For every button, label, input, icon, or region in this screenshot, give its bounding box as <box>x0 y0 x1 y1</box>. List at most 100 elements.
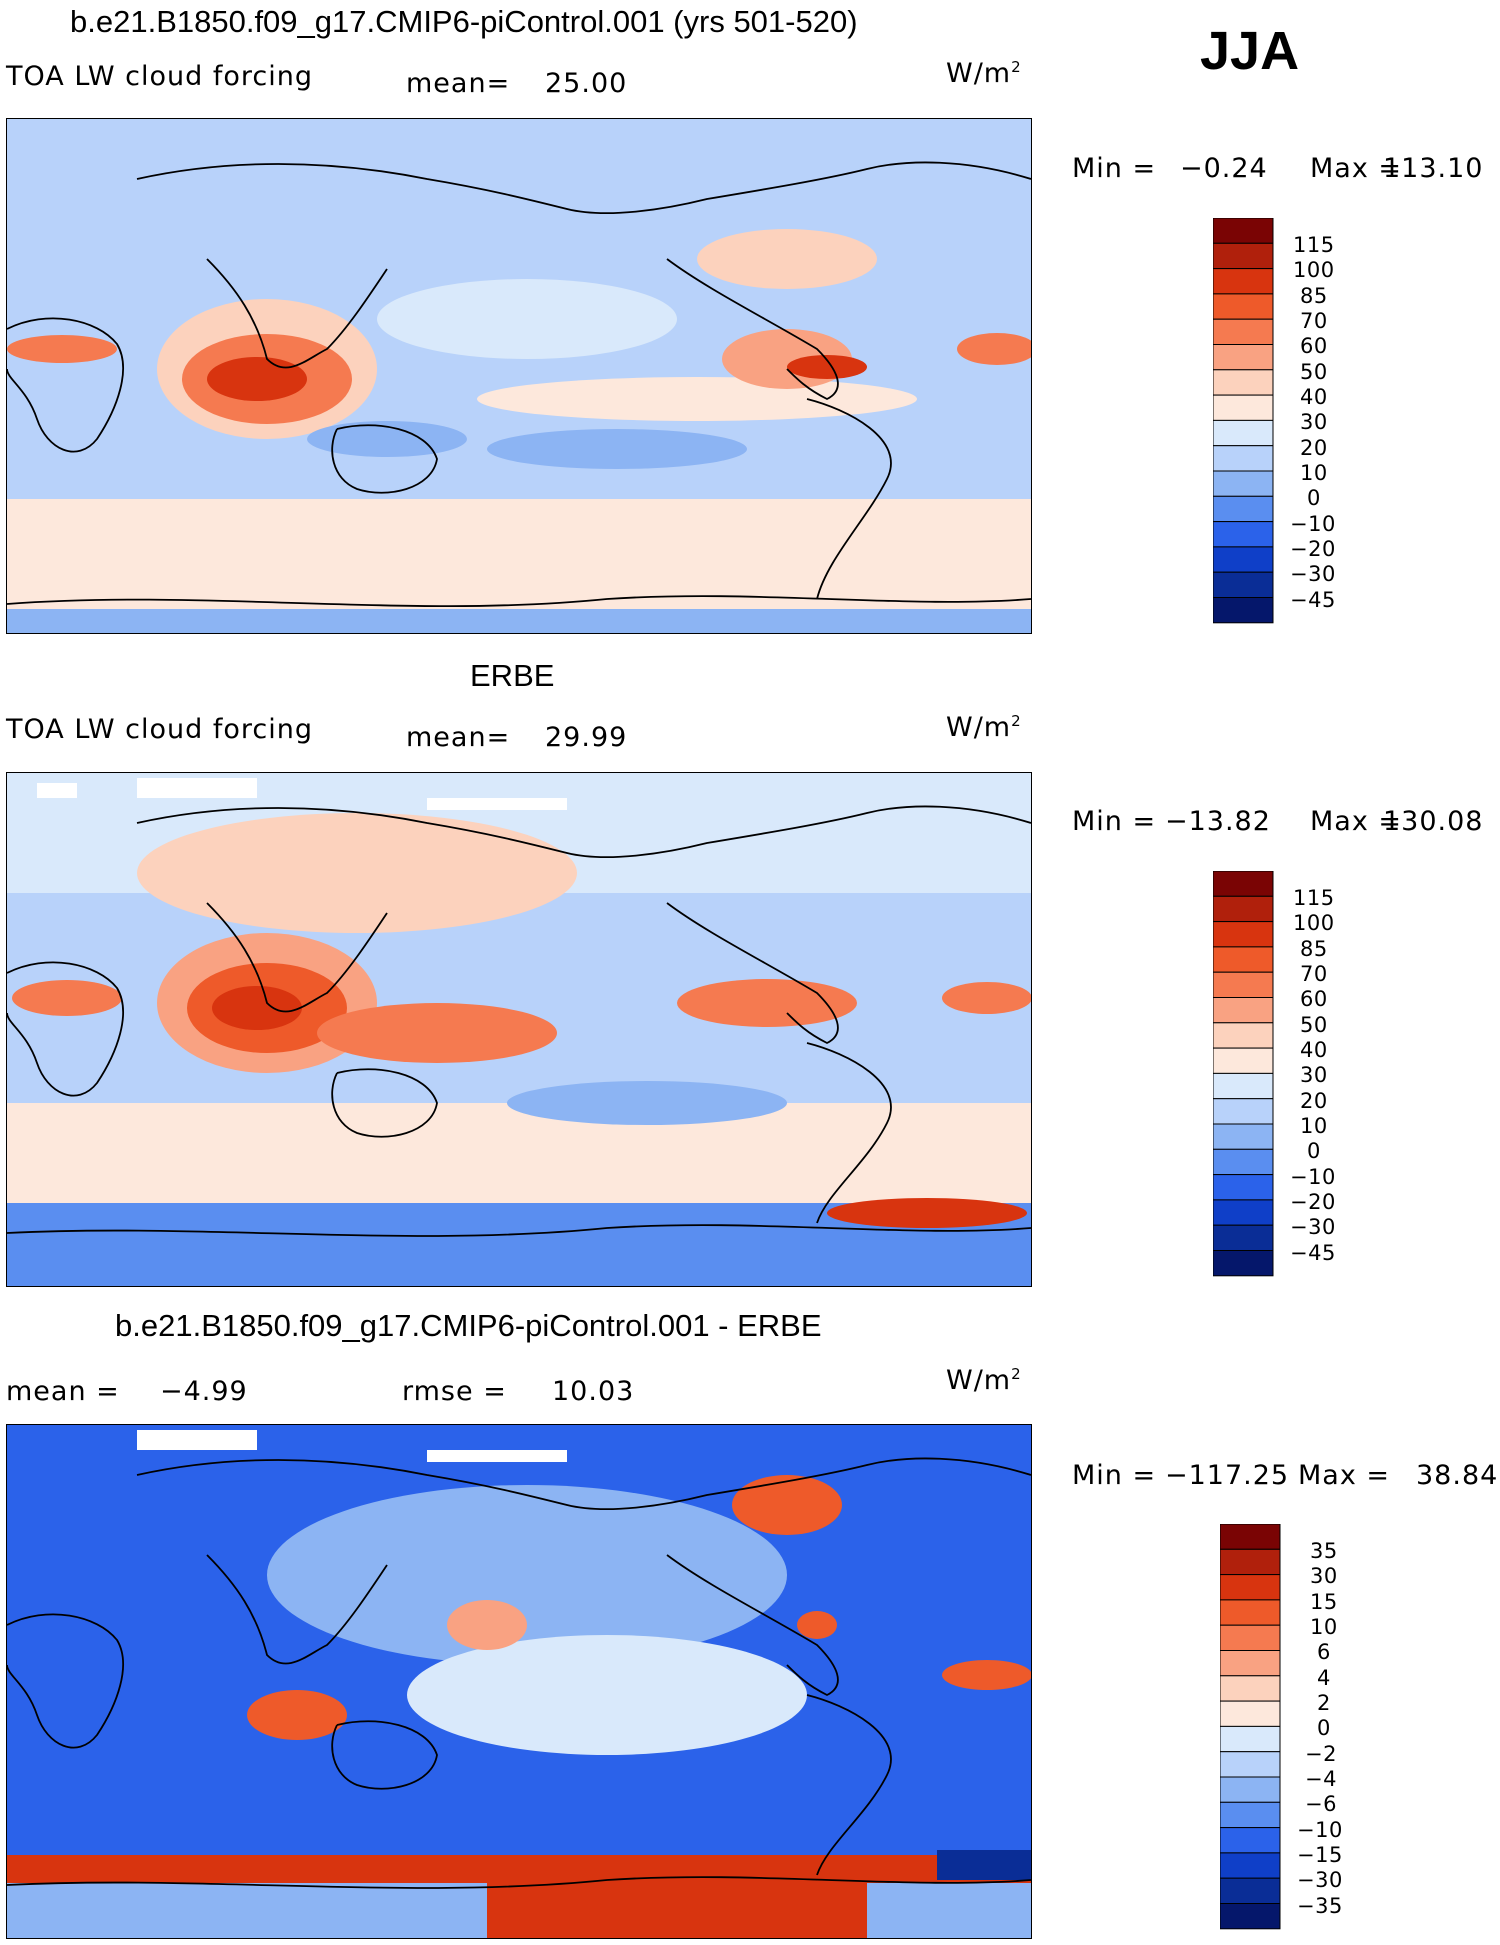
panel-2-variable: TOA LW cloud forcing <box>6 714 313 745</box>
panel-1-mean-value: 25.00 <box>545 68 628 99</box>
panel-3-pac-warm <box>447 1600 527 1650</box>
panel-2-colorbar <box>1212 870 1275 1281</box>
panel-2-colorbar-bin <box>1212 971 1274 998</box>
panel-2-colorbar-bin <box>1212 1250 1274 1277</box>
panel-2-colorbar-bin <box>1212 997 1274 1024</box>
panel-1-colorbar-tick: 100 <box>1293 258 1335 282</box>
panel-2-colorbar-bin <box>1212 1199 1274 1226</box>
panel-3-namerica-warm <box>732 1475 842 1535</box>
panel-1-colorbar-tick: −20 <box>1290 537 1336 561</box>
panel-3-coast-arctic <box>136 1457 1031 1510</box>
panel-2-colorbar-tick: 60 <box>1300 987 1328 1011</box>
panel-1-coast-namerica <box>666 258 839 401</box>
panel-1-coast-antarctica <box>7 595 1031 608</box>
panel-2-atlantic-band <box>942 982 1031 1014</box>
panel-1-colorbar-bin <box>1212 369 1274 396</box>
panel-2-coast-namerica <box>666 902 839 1045</box>
panel-1-colorbar-tick: 40 <box>1300 385 1328 409</box>
panel-2-colorbar-tick: 10 <box>1300 1114 1328 1138</box>
panel-2-max-label: Max = <box>1310 806 1403 837</box>
panel-1-max-label: Max = <box>1310 153 1403 184</box>
panel-3-colorbar-bin <box>1219 1548 1281 1576</box>
panel-3-colorbar-bin <box>1219 1852 1281 1879</box>
panel-3-colorbar-tick: −6 <box>1305 1792 1337 1816</box>
panel-1-min-label: Min = <box>1072 153 1157 184</box>
panel-1-colorbar-tick: 50 <box>1300 360 1328 384</box>
panel-1-coast-africa <box>7 317 124 453</box>
panel-2-colorbar-tick: 100 <box>1293 911 1335 935</box>
panel-1-atlantic-band <box>957 333 1031 365</box>
panel-2-min-label: Min = <box>1072 806 1157 837</box>
panel-1-colorbar-bin <box>1212 546 1274 573</box>
panel-2-colorbar-bin <box>1212 1098 1274 1125</box>
panel-1-colorbar-tick: 115 <box>1293 233 1335 257</box>
panel-1-asia-core <box>207 357 307 401</box>
panel-1-colorbar-tick: 20 <box>1300 436 1328 460</box>
panel-3-coast-asia <box>206 1554 388 1665</box>
panel-3-title: b.e21.B1850.f09_g17.CMIP6-piControl.001 … <box>115 1308 822 1343</box>
panel-1-colorbar-tick: −10 <box>1290 512 1336 536</box>
panel-3-coast-namerica <box>666 1554 839 1697</box>
panel-1-indian-blue <box>307 421 467 457</box>
panel-1-npac-light <box>377 279 677 359</box>
panel-1-namerica-warm <box>697 229 877 289</box>
panel-1-colorbar-bin <box>1212 318 1274 345</box>
panel-3-colorbar-tick: 2 <box>1317 1691 1331 1715</box>
panel-1-coast-samerica <box>806 398 892 600</box>
panel-2-colorbar-tick: 40 <box>1300 1038 1328 1062</box>
panel-3-colorbar-bin <box>1219 1700 1281 1727</box>
panel-1-units: W/m2 <box>946 58 1022 89</box>
panel-3-coast-antarctica <box>7 1876 1031 1889</box>
panel-3-max-label: Max = <box>1298 1460 1391 1491</box>
panel-3-colorbar-tick: −35 <box>1297 1894 1343 1918</box>
panel-2-south-atl-warm <box>827 1198 1027 1228</box>
panel-3-colorbar-bin <box>1219 1599 1281 1626</box>
panel-1-coast-australia <box>331 424 438 494</box>
panel-3-colorbar-bin <box>1219 1801 1281 1829</box>
panel-2-africa-band <box>12 980 122 1016</box>
panel-3-colorbar-bin <box>1219 1650 1281 1677</box>
panel-2-spac-blue <box>507 1081 787 1125</box>
panel-1-map-svg <box>7 119 1031 633</box>
panel-2-coast-africa <box>7 961 124 1097</box>
panel-1-colorbar-bin <box>1212 268 1274 295</box>
panel-1-colorbar-svg <box>1212 217 1274 624</box>
panel-2-title: ERBE <box>470 658 555 693</box>
panel-3-rmse-label: rmse = <box>402 1376 507 1407</box>
panel-2-coast-samerica <box>806 1042 892 1224</box>
panel-3-coastlines <box>7 1457 1031 1889</box>
panel-2-colorbar-tick: −20 <box>1290 1190 1336 1214</box>
panel-3-map <box>6 1424 1032 1939</box>
panel-1-colorbar-bin <box>1212 597 1274 624</box>
panel-3-colorbar-tick: 15 <box>1310 1590 1338 1614</box>
panel-3-south-atl-cold <box>937 1850 1031 1880</box>
panel-1-colorbar-tick: −45 <box>1290 588 1336 612</box>
panel-3-colorbar-bin <box>1219 1877 1281 1905</box>
panel-3-colorbar-bin <box>1219 1827 1281 1854</box>
panel-1-map <box>6 118 1032 634</box>
panel-2-colorbar-tick: 50 <box>1300 1013 1328 1037</box>
panel-1-colorbar-tick: 85 <box>1300 284 1328 308</box>
panel-2-map <box>6 772 1032 1287</box>
panel-1-colorbar-bin <box>1212 293 1274 320</box>
panel-2-colorbar-tick: −30 <box>1290 1215 1336 1239</box>
panel-2-coast-antarctica <box>7 1224 1031 1237</box>
panel-2-missing-data <box>37 783 77 798</box>
panel-3-coast-africa <box>7 1613 124 1749</box>
panel-2-units: W/m2 <box>946 712 1022 743</box>
panel-1-max-value: 113.10 <box>1383 153 1484 184</box>
panel-2-min-value: −13.82 <box>1165 806 1271 837</box>
panel-2-colorbar-tick: −10 <box>1290 1165 1336 1189</box>
panel-1-southern-band <box>7 499 1031 609</box>
panel-2-colorbar-tick: −45 <box>1290 1241 1336 1265</box>
panel-1-antarctic <box>7 609 1031 633</box>
panel-3-colorbar-tick: 30 <box>1310 1564 1338 1588</box>
panel-2-colorbar-tick: 115 <box>1293 886 1335 910</box>
panel-3-min-label: Min = <box>1072 1460 1157 1491</box>
panel-3-colorbar-tick: −10 <box>1297 1818 1343 1842</box>
panel-2-wpac-warm <box>317 1003 557 1063</box>
panel-2-eurasia-warm <box>137 813 577 933</box>
panel-2-colorbar-bin <box>1212 1224 1274 1252</box>
panel-1-colorbar-bin <box>1212 445 1274 472</box>
panel-1-africa-band <box>7 335 117 363</box>
